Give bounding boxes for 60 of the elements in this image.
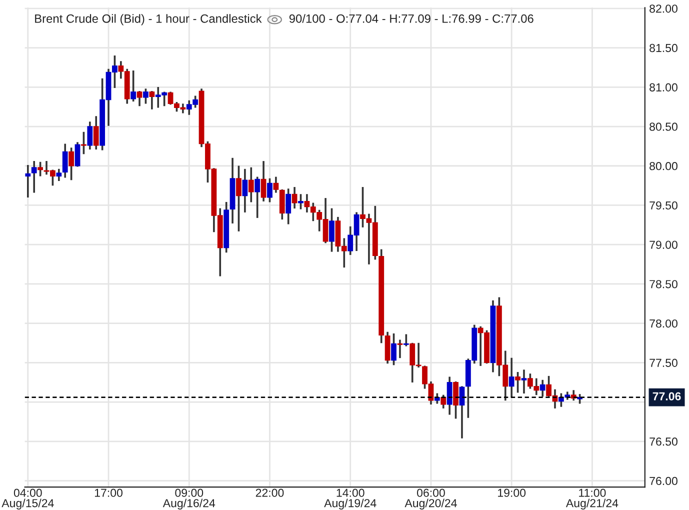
candlestick [242,168,248,212]
candlestick [149,90,155,110]
candlestick [136,90,142,106]
candlestick [391,333,396,366]
candlestick [521,370,527,394]
candlestick [286,188,292,224]
candlestick [453,381,458,419]
candlestick [329,208,334,252]
y-tick-label: 78.00 [650,319,678,328]
candlestick [81,132,86,154]
candlestick [508,358,514,398]
x-tick-label: 22:00 [256,488,284,497]
candlestick [254,176,260,218]
y-tick-label: 79.50 [650,201,678,210]
y-tick-label: 80.50 [650,122,678,131]
candlestick [236,166,242,232]
candlestick [87,122,93,150]
x-tick-label: 04:00 Aug/15/24 [2,488,54,510]
y-tick-label: 80.00 [650,162,678,170]
candlestick [267,178,272,202]
candlestick [273,176,279,193]
annotation: 90/100 - O:77.04 - H:77.09 - L:76.99 - C:77.06 [289,14,534,23]
y-tick-label: 76.50 [650,438,678,446]
candlestick [260,161,266,202]
candlestick [38,162,44,176]
y-tick-label: 82.00 [650,4,678,13]
candlestick [25,164,31,198]
candlestick [292,187,298,208]
y-tick-label: 79.00 [650,240,678,249]
x-tick-label: 19:00 [498,488,526,497]
text: Brent Crude Oil (Bid) - 1 hour - Candlestick [35,14,262,26]
candlestick [459,386,465,438]
candlestick [279,189,285,220]
candlestick [68,148,74,180]
candlestick [31,161,37,193]
candlestick [62,144,68,178]
x-tick-label: 09:00 Aug/16/24 [162,488,216,510]
y-tick-label: 77.50 [650,358,678,367]
x-tick-label: 17:00 [94,488,122,497]
y-tick-label: 78.50 [650,280,678,288]
x-tick-label: 14:00 Aug/19/24 [324,488,376,510]
candlestick [446,376,452,415]
candlestick [74,142,80,167]
candlestick [403,334,409,346]
candlestick [56,168,62,181]
candlestick [93,116,99,150]
candlestick [397,340,403,358]
y-tick-label: 76.00 [650,476,678,486]
ref-line-label: 77.06 [652,392,681,400]
candlestick [298,194,304,210]
y-tick-label: 81.00 [650,83,678,92]
candlestick [440,394,446,408]
candlestick [130,70,136,102]
candlestick [143,88,148,104]
x-tick-label: 06:00 Aug/20/24 [404,488,457,510]
x-tick-label: 11:00 Aug/21/24 [566,488,618,510]
candlestick [248,167,254,202]
candlestick [515,372,520,393]
candlestick [540,380,546,397]
y-tick-label: 81.50 [650,44,678,52]
